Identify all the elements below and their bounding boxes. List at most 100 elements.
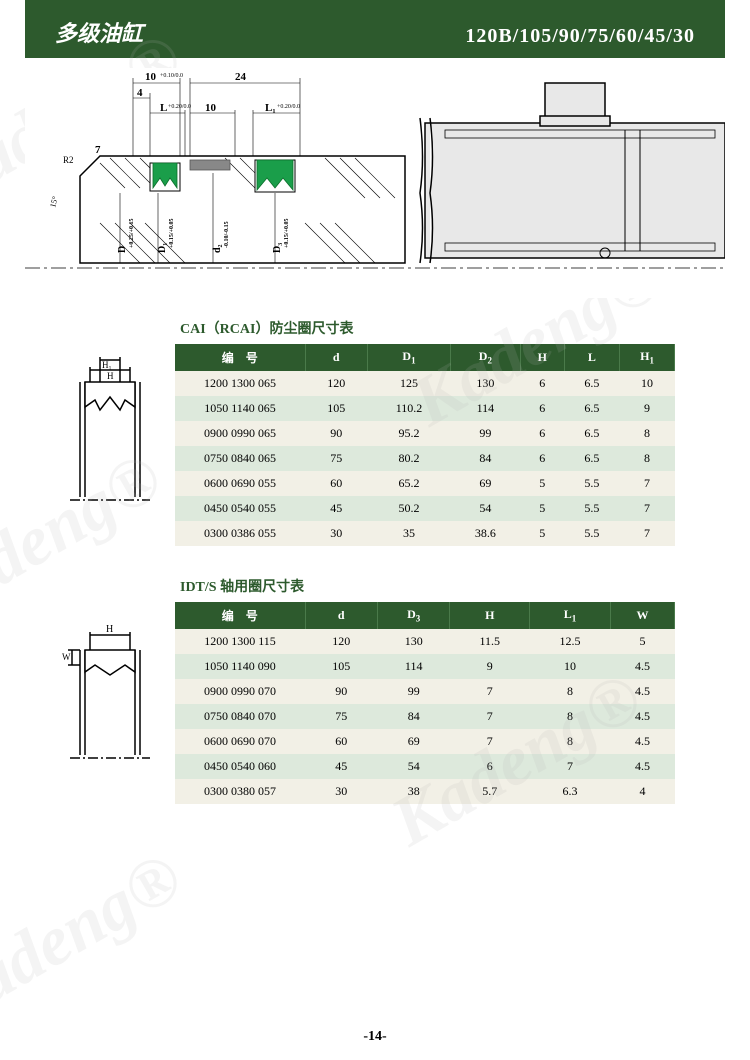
table1-title: CAI（RCAI）防尘圈尺寸表 xyxy=(180,318,700,338)
table-cell: 120 xyxy=(305,371,367,396)
table-cell: 7 xyxy=(450,729,530,754)
table-cell: 0300 0380 057 xyxy=(175,779,305,804)
table-cell: 45 xyxy=(305,754,377,779)
table-cell: 7 xyxy=(620,471,675,496)
col-header: d xyxy=(305,602,377,629)
table-row: 1050 1140 0901051149104.5 xyxy=(175,654,675,679)
page-number: -14- xyxy=(0,1029,750,1045)
table-cell: 6 xyxy=(520,371,564,396)
table-row: 1050 1140 065105110.211466.59 xyxy=(175,396,675,421)
table-cell: 0450 0540 055 xyxy=(175,496,305,521)
dim-L1-tol: +0.20/0.0 xyxy=(277,104,300,110)
table-cell: 6.5 xyxy=(564,396,619,421)
col-header: H1 xyxy=(620,344,675,371)
table1-wrap: H₁ H 编 号dD1D2HLH1 1200 1300 065120125130… xyxy=(60,344,700,546)
table-cell: 4.5 xyxy=(610,679,674,704)
table-cell: 99 xyxy=(377,679,449,704)
header-title-cn: 多级油缸 xyxy=(55,16,143,48)
table-cell: 84 xyxy=(451,446,521,471)
table-cell: 75 xyxy=(305,704,377,729)
table-cell: 60 xyxy=(305,471,367,496)
table-row: 0600 0690 0556065.26955.57 xyxy=(175,471,675,496)
dim-10-tol: +0.10/0.0 xyxy=(160,73,183,79)
table-cell: 5.5 xyxy=(564,521,619,546)
table-cell: 6 xyxy=(520,421,564,446)
table-cell: 95.2 xyxy=(367,421,450,446)
dim-d2-tol: -0.10/-0.15 xyxy=(224,221,230,248)
table-cell: 38.6 xyxy=(451,521,521,546)
dim-L1: L₁ xyxy=(265,102,276,114)
col-header: H xyxy=(450,602,530,629)
table-cell: 0750 0840 070 xyxy=(175,704,305,729)
table-cell: 5.5 xyxy=(564,471,619,496)
table-cell: 5.5 xyxy=(564,496,619,521)
table-cell: 6 xyxy=(450,754,530,779)
table-cell: 4.5 xyxy=(610,654,674,679)
col-header: W xyxy=(610,602,674,629)
table2-title: IDT/S 轴用圈尺寸表 xyxy=(180,576,700,596)
table-row: 0300 0380 05730385.76.34 xyxy=(175,779,675,804)
col-header: L xyxy=(564,344,619,371)
table-cell: 9 xyxy=(620,396,675,421)
table-cell: 1050 1140 090 xyxy=(175,654,305,679)
table-cell: 7 xyxy=(620,496,675,521)
cai-seal-icon: H₁ H xyxy=(60,352,160,502)
table-row: 0600 0690 0706069784.5 xyxy=(175,729,675,754)
table-cell: 120 xyxy=(305,629,377,654)
dim-D: D xyxy=(117,246,128,253)
table-cell: 0600 0690 055 xyxy=(175,471,305,496)
icon-label-H1: H₁ xyxy=(102,360,112,370)
dim-7: 7 xyxy=(95,144,101,156)
table-cell: 0600 0690 070 xyxy=(175,729,305,754)
dim-gap10: 10 xyxy=(205,102,217,114)
table-cell: 110.2 xyxy=(367,396,450,421)
table-cell: 105 xyxy=(305,654,377,679)
table2: 编 号dD3HL1W 1200 1300 11512013011.512.551… xyxy=(175,602,675,804)
col-header: L1 xyxy=(530,602,611,629)
table-cell: 10 xyxy=(530,654,611,679)
table-cell: 8 xyxy=(530,679,611,704)
table-cell: 10 xyxy=(620,371,675,396)
table-row: 0750 0840 0657580.28466.58 xyxy=(175,446,675,471)
content-area: CAI（RCAI）防尘圈尺寸表 H₁ H 编 号dD1D2HLH1 1200 1… xyxy=(60,318,700,804)
table-cell: 0900 0990 070 xyxy=(175,679,305,704)
table-cell: 12.5 xyxy=(530,629,611,654)
table-cell: 0300 0386 055 xyxy=(175,521,305,546)
table-cell: 105 xyxy=(305,396,367,421)
table-cell: 8 xyxy=(620,446,675,471)
icon-label-W: W xyxy=(62,652,71,662)
page-header: 多级油缸 120B/105/90/75/60/45/30 xyxy=(25,0,725,58)
table-row: 0750 0840 0707584784.5 xyxy=(175,704,675,729)
table-cell: 50.2 xyxy=(367,496,450,521)
table-cell: 0750 0840 065 xyxy=(175,446,305,471)
table-row: 0300 0386 055303538.655.57 xyxy=(175,521,675,546)
table-cell: 69 xyxy=(377,729,449,754)
dim-D3: D₃ xyxy=(272,243,283,253)
table-cell: 9 xyxy=(450,654,530,679)
table-cell: 5 xyxy=(520,471,564,496)
col-header: d xyxy=(305,344,367,371)
dim-d2: d₂ xyxy=(212,244,223,253)
table-cell: 6.5 xyxy=(564,446,619,471)
table-cell: 1200 1300 065 xyxy=(175,371,305,396)
dim-L: L xyxy=(160,102,167,114)
table-cell: 1050 1140 065 xyxy=(175,396,305,421)
dim-24: 24 xyxy=(235,71,247,83)
table-cell: 7 xyxy=(530,754,611,779)
table-cell: 65.2 xyxy=(367,471,450,496)
table-cell: 69 xyxy=(451,471,521,496)
col-header: H xyxy=(520,344,564,371)
table-cell: 11.5 xyxy=(450,629,530,654)
dim-15deg: 15° xyxy=(48,195,60,208)
dim-D-tol: +0.25/+0.15 xyxy=(129,218,135,248)
table-cell: 6.5 xyxy=(564,421,619,446)
table-cell: 35 xyxy=(367,521,450,546)
table-cell: 4.5 xyxy=(610,754,674,779)
table-cell: 90 xyxy=(305,679,377,704)
table-cell: 54 xyxy=(377,754,449,779)
table-cell: 30 xyxy=(305,521,367,546)
table-cell: 84 xyxy=(377,704,449,729)
table-row: 0450 0540 0554550.25455.57 xyxy=(175,496,675,521)
col-header: 编 号 xyxy=(175,344,305,371)
table-cell: 4.5 xyxy=(610,729,674,754)
